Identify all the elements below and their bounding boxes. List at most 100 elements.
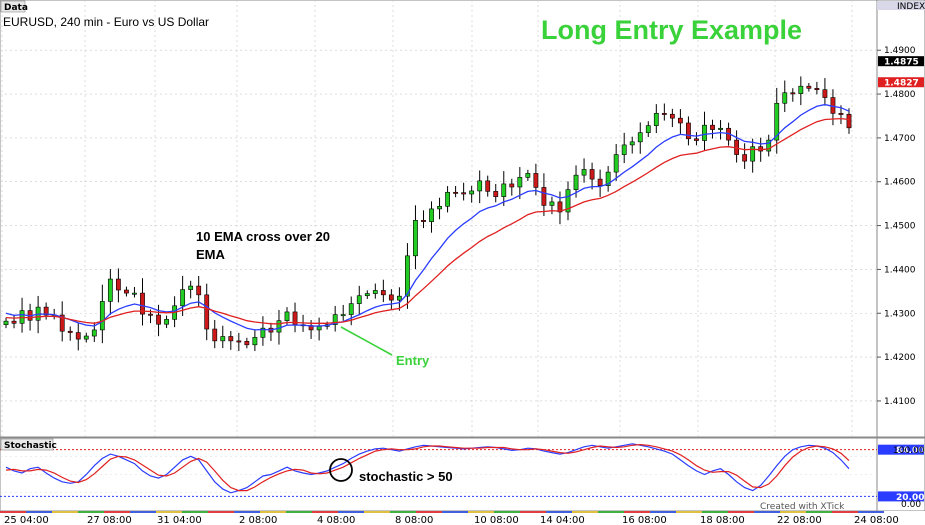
candle-up [220, 336, 226, 342]
headline: Long Entry Example [541, 15, 802, 45]
instrument-title: EURUSD, 240 min - Euro vs US Dollar [3, 15, 209, 29]
time-axis-ticks: 25 04:00 27 08:00 31 04:00 2 08:00 4 08:00 8 … [4, 515, 899, 525]
stochastic-lines [5, 443, 850, 494]
candle-down [43, 306, 49, 316]
candle-down [790, 92, 796, 95]
candle-down [380, 290, 386, 296]
data-tab-label: Data [4, 3, 28, 13]
candle-down [846, 113, 852, 129]
price-tick-label: 1.4900 [884, 46, 916, 56]
candle-down [597, 178, 603, 186]
candle-down [661, 113, 667, 115]
candle-down [228, 336, 234, 342]
data-tab[interactable] [0, 0, 26, 13]
price-tick-label: 1.4700 [884, 134, 916, 144]
time-axis [0, 511, 925, 525]
time-tick-label: 14 04:00 [540, 515, 585, 525]
10-ema-line [5, 103, 850, 331]
candle-up [477, 180, 483, 192]
candle-up [356, 295, 362, 304]
session-color-strip [0, 511, 884, 513]
candle-down [686, 122, 691, 140]
candle-up [750, 146, 756, 162]
session-strip-segment [494, 511, 520, 513]
price-marker-box [878, 77, 924, 88]
time-tick-label: 22 08:00 [777, 515, 822, 525]
candle-down [533, 173, 539, 188]
time-tick-label: 16 08:00 [622, 515, 667, 525]
price-axis-ticks: 1.4900 1.4800 1.4700 1.4600 1.4500 1.4400 1.43… [877, 46, 916, 407]
candle-up [3, 320, 9, 325]
candle-up [396, 295, 402, 301]
time-tick-label: 2 08:00 [239, 515, 277, 525]
candle-up [164, 319, 169, 325]
session-strip-segment [728, 511, 754, 513]
candle-up [413, 220, 418, 257]
candle-down [75, 332, 81, 340]
candle-down [710, 124, 715, 130]
candle-up [316, 326, 322, 331]
price-tick-label: 1.4300 [884, 309, 916, 319]
session-strip-segment [260, 511, 286, 513]
stochastic-tab[interactable] [0, 438, 54, 451]
candle-down [421, 220, 426, 222]
candle-up [645, 125, 651, 133]
stochastic-tick-label: 100.00 [893, 446, 925, 456]
time-tick-label: 8 08:00 [395, 515, 433, 525]
candle-down [388, 294, 394, 301]
candle-up [83, 335, 89, 340]
session-strip-segment [598, 511, 624, 513]
session-strip-segment [858, 511, 884, 513]
session-strip-segment [468, 511, 494, 513]
session-strip-segment [156, 511, 182, 513]
ema-lines [5, 103, 850, 331]
candle-down [453, 191, 458, 194]
stochastic-tick-label: 0.00 [901, 500, 921, 510]
candle-down [677, 117, 683, 124]
price-panel [0, 0, 878, 438]
session-strip-segment [624, 511, 650, 513]
session-strip-segment [0, 511, 26, 513]
candle-down [116, 278, 121, 291]
candle-up [637, 132, 643, 143]
candle-down [11, 320, 17, 324]
time-tick-label: 4 08:00 [317, 515, 355, 525]
stochastic-annotation: stochastic > 50 [359, 469, 453, 484]
session-strip-segment [338, 511, 364, 513]
candle-down [244, 341, 250, 346]
time-tick-label: 24 08:00 [854, 515, 899, 525]
candle-up [372, 290, 378, 294]
candle-down [589, 169, 595, 180]
candle-up [774, 102, 780, 141]
candle-up [525, 173, 531, 178]
candle-up [276, 320, 282, 333]
candle-up [653, 113, 659, 126]
session-strip-segment [676, 511, 702, 513]
session-strip-segment [546, 511, 572, 513]
session-strip-segment [130, 511, 156, 513]
candle-up [405, 255, 410, 297]
candle-up [437, 205, 442, 210]
stochastic-axis-ticks: 84.00 20.00 100.00 0.00 [878, 444, 925, 510]
candle-up [107, 278, 113, 302]
price-marker-label: 1.4827 [884, 79, 919, 89]
candle-down [814, 88, 820, 90]
session-strip-segment [104, 511, 130, 513]
time-tick-label: 31 04:00 [157, 515, 202, 525]
candle-down [806, 85, 812, 89]
price-tick-label: 1.4800 [884, 90, 916, 100]
session-strip-segment [364, 511, 390, 513]
entry-annotation: Entry [396, 353, 430, 368]
candle-down [212, 328, 218, 342]
stochastic-gridlines [0, 456, 877, 493]
candle-up [348, 303, 354, 315]
candle-down [742, 154, 748, 162]
candle-down [461, 192, 467, 195]
session-strip-segment [286, 511, 312, 513]
candle-down [485, 180, 491, 192]
session-strip-segment [754, 511, 780, 513]
time-tick-label: 25 04:00 [4, 515, 49, 525]
candle-up [284, 311, 290, 322]
candle-up [782, 92, 788, 104]
candle-down [156, 314, 161, 325]
